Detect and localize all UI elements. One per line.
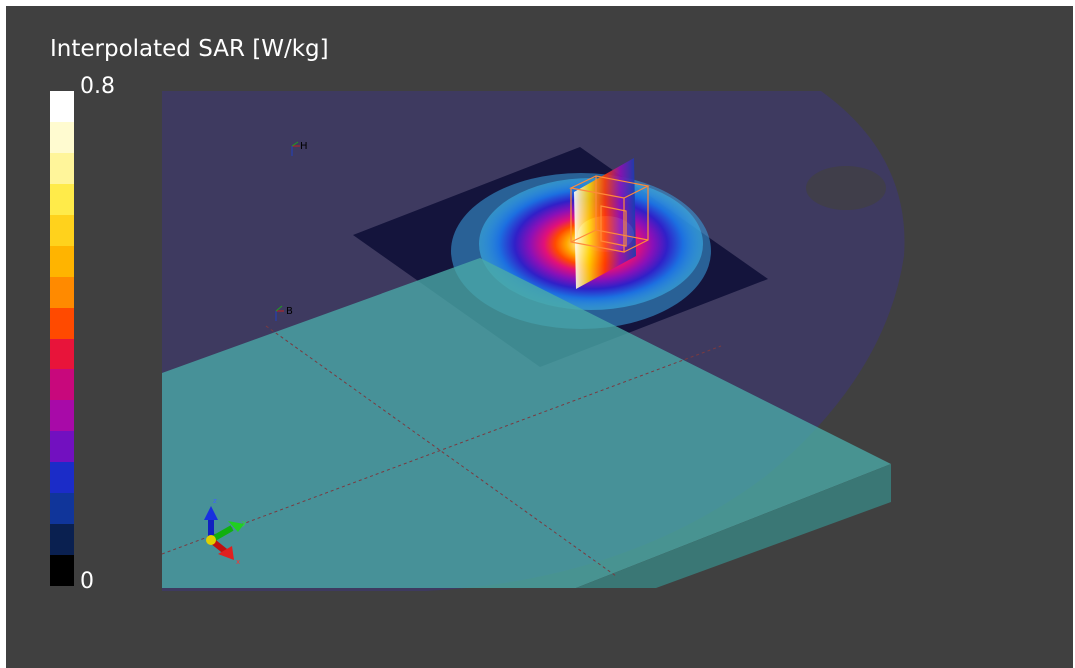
axes-triad-icon: z y x: [204, 497, 246, 566]
legend-max-label: 0.8: [80, 74, 115, 99]
color-scale-swatch: [50, 121, 74, 153]
probe-box-icon: [569, 175, 650, 253]
color-scale-swatch: [50, 91, 74, 122]
flat-phantom-top: [162, 258, 891, 588]
legend-title: Interpolated SAR [W/kg]: [50, 36, 329, 62]
3d-viewport[interactable]: H B z y x Interpolated SAR [W/kg] 0.8 0: [6, 6, 1073, 668]
marker-h-label: H: [300, 141, 308, 152]
scene-canvas[interactable]: H B z y x: [6, 6, 1073, 668]
color-scale-bar: [50, 91, 74, 586]
color-scale-swatch: [50, 369, 74, 401]
color-scale-swatch: [50, 462, 74, 494]
marker-b: B: [275, 305, 293, 321]
color-scale-swatch: [50, 183, 74, 215]
color-scale-swatch: [50, 493, 74, 525]
color-scale-swatch: [50, 245, 74, 277]
phantom-hole: [806, 166, 886, 210]
color-scale-swatch: [50, 431, 74, 463]
color-scale-swatch: [50, 400, 74, 432]
axis-y-label: y: [242, 519, 246, 527]
marker-h: H: [291, 141, 308, 156]
color-scale-swatch: [50, 555, 74, 586]
axis-z-label: z: [213, 497, 217, 505]
color-scale-swatch: [50, 276, 74, 308]
marker-b-label: B: [286, 306, 293, 317]
color-scale-swatch: [50, 214, 74, 246]
legend-min-label: 0: [80, 569, 94, 594]
flat-phantom-side: [576, 464, 891, 588]
color-scale-swatch: [50, 152, 74, 184]
color-scale-swatch: [50, 338, 74, 370]
sar-slice: [574, 158, 636, 289]
color-scale-swatch: [50, 307, 74, 339]
color-scale-swatch: [50, 524, 74, 556]
axis-x-label: x: [236, 558, 240, 566]
